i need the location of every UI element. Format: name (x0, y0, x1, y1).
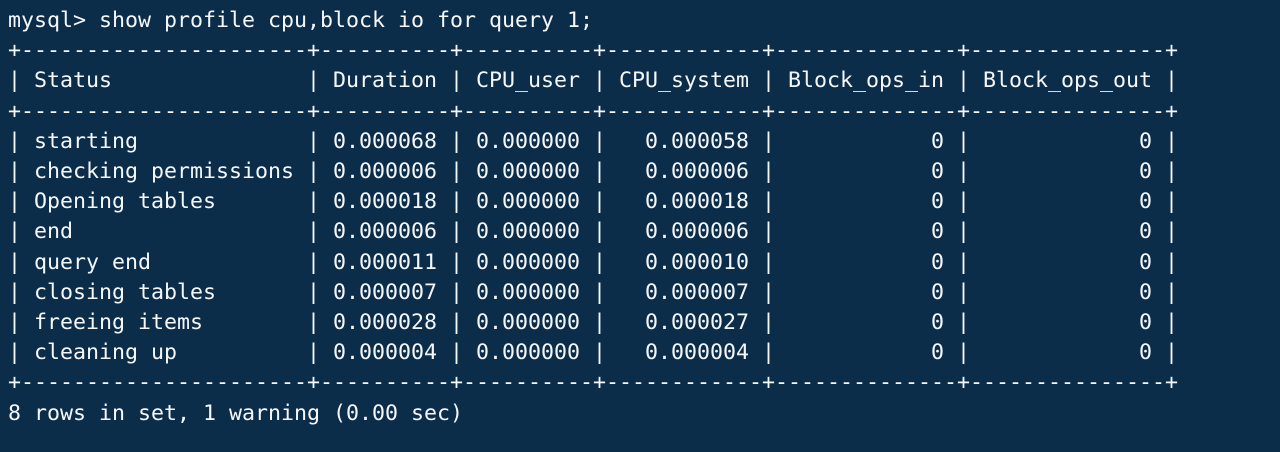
result-summary: 8 rows in set, 1 warning (0.00 sec) (8, 400, 464, 426)
command-line: mysql> show profile cpu,block io for que… (8, 6, 1280, 36)
result-table: +----------------------+----------+-----… (8, 38, 1179, 396)
mysql-prompt: mysql> (8, 8, 100, 33)
command-text: show profile cpu,block io for query 1; (99, 8, 594, 33)
